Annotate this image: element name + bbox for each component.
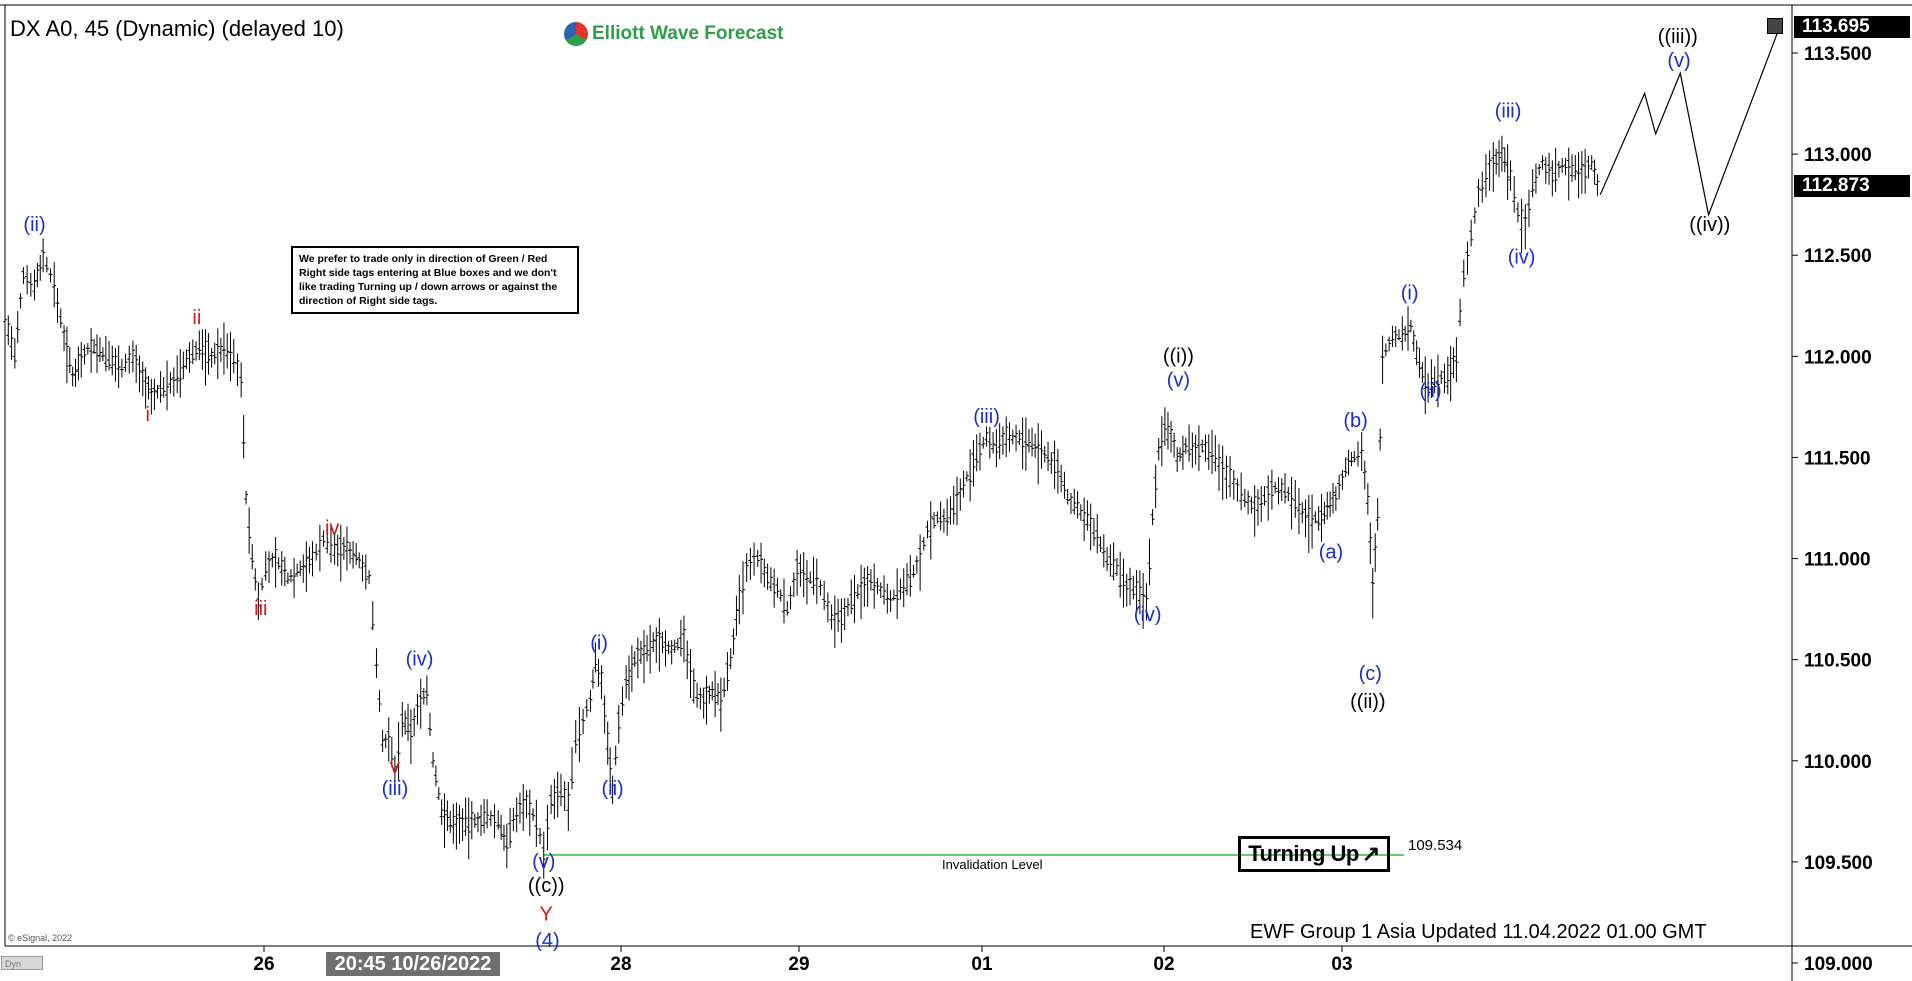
wave-label: (c) — [1359, 663, 1382, 685]
wave-label: (iv) — [1134, 604, 1162, 626]
wave-label: (iii) — [973, 406, 1000, 428]
y-tick-label: 111.000 — [1804, 550, 1871, 571]
projection-line — [1599, 32, 1778, 217]
x-tick-label: 26 — [253, 954, 274, 975]
wave-label: ((iv)) — [1689, 214, 1730, 236]
credit-text: © eSignal, 2022 — [8, 933, 73, 943]
wave-label: (ii) — [602, 778, 624, 800]
wave-label: (b) — [1343, 410, 1367, 432]
wave-label: (v) — [532, 851, 555, 873]
wave-label: (a) — [1319, 542, 1343, 564]
crosshair-date-label: 20:45 10/26/2022 — [326, 952, 500, 976]
wave-label: (ii) — [1419, 380, 1441, 402]
brand-logo: Elliott Wave Forecast — [564, 22, 783, 46]
wave-label: (iv) — [1508, 246, 1536, 268]
wave-label: iv — [325, 517, 339, 539]
wave-label: ((iii)) — [1658, 26, 1698, 48]
wave-label: i — [145, 404, 149, 426]
wave-label: (iii) — [1495, 101, 1522, 123]
y-tick-label: 113.500 — [1804, 44, 1872, 65]
wave-label: Y — [540, 904, 553, 926]
wave-label: (ii) — [23, 214, 45, 236]
invalidation-group: 109.534 Invalidation Level — [543, 837, 1462, 872]
price-tag-top: 113.695 — [1794, 16, 1910, 38]
update-footer: EWF Group 1 Asia Updated 11.04.2022 01.0… — [1250, 921, 1707, 943]
menu-icon[interactable] — [1767, 18, 1783, 34]
brand-logo-icon — [564, 22, 588, 46]
wave-label: ((ii)) — [1350, 691, 1386, 713]
x-tick-label: 01 — [971, 954, 993, 975]
price-tag-current: 112.873 — [1794, 175, 1910, 197]
wave-label: (i) — [1401, 283, 1419, 305]
y-tick-label: 112.000 — [1804, 347, 1872, 368]
wave-label: (v) — [1667, 50, 1690, 72]
y-tick-label: 109.500 — [1804, 853, 1873, 874]
y-tick-label: 110.000 — [1804, 752, 1872, 773]
x-tick-label: 29 — [788, 954, 809, 975]
wave-label: v — [390, 756, 400, 778]
wave-label: (iii) — [382, 778, 409, 800]
y-tick-label: 110.500 — [1804, 651, 1872, 672]
chart-title: DX A0, 45 (Dynamic) (delayed 10) — [10, 16, 344, 41]
invalidation-label: Invalidation Level — [942, 857, 1043, 872]
x-tick-label: 03 — [1331, 954, 1352, 975]
wave-label: (iv) — [406, 649, 434, 671]
wave-label: (i) — [590, 633, 608, 655]
y-tick-label: 112.500 — [1804, 246, 1872, 267]
wave-label: ((i)) — [1163, 345, 1194, 367]
wave-label: ii — [192, 307, 201, 329]
brand-name: Elliott Wave Forecast — [592, 23, 784, 44]
wave-label: (4) — [535, 930, 559, 952]
x-axis-ticks: 26 28 29 01 02 03 — [253, 946, 1353, 975]
wave-label: iii — [254, 598, 267, 620]
trading-note: We prefer to trade only in direction of … — [291, 246, 579, 314]
projection-path — [1599, 32, 1778, 217]
arrow-up-right-icon: ↗ — [1361, 841, 1380, 866]
y-axis-ticks: 113.500 113.000 112.500 112.000 111.500 111.0… — [1792, 44, 1873, 975]
turning-up-label: Turning Up — [1248, 841, 1359, 866]
y-tick-label: 109.000 — [1804, 954, 1873, 975]
x-tick-label: 02 — [1153, 954, 1174, 975]
x-tick-label: 28 — [610, 954, 631, 975]
y-tick-label: 111.500 — [1804, 448, 1871, 469]
price-bars — [3, 135, 1600, 879]
y-tick-label: 113.000 — [1804, 145, 1872, 166]
wave-labels: (ii)iiiiiiivv(iii)(iv)(v)((c))Y(4)(i)(ii… — [23, 26, 1730, 952]
dynamic-toggle-button[interactable]: Dyn — [1, 956, 43, 970]
wave-label: (v) — [1167, 370, 1190, 392]
turning-up-badge: Turning Up ↗ — [1238, 836, 1390, 872]
invalidation-value: 109.534 — [1408, 837, 1462, 854]
wave-label: ((c)) — [528, 875, 565, 897]
